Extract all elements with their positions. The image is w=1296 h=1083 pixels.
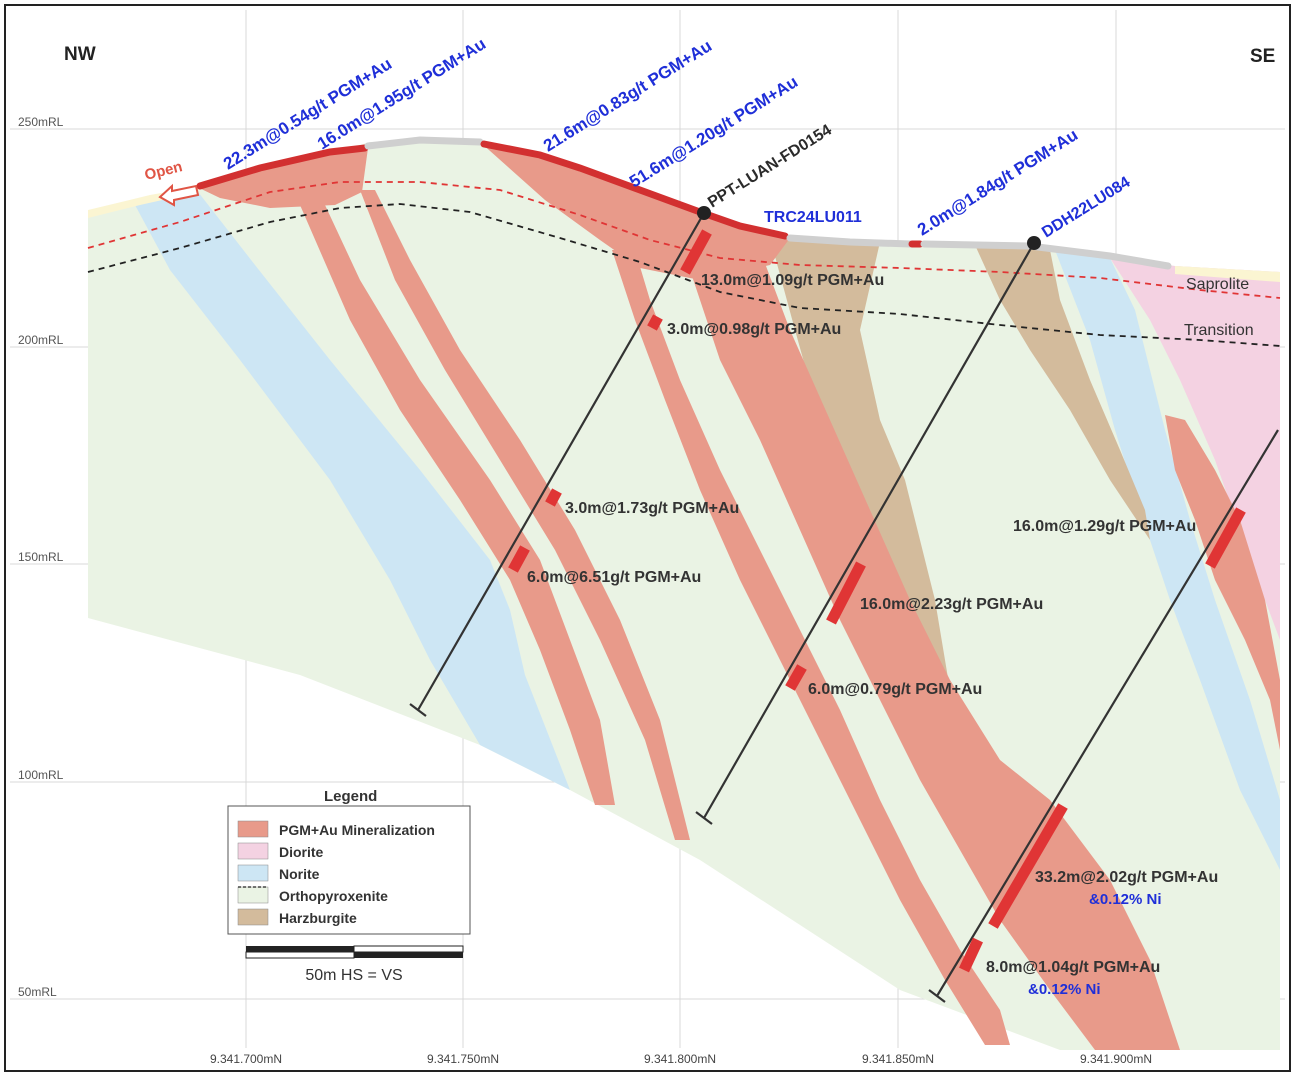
- intercept-label: 16.0m@1.29g/t PGM+Au: [1013, 518, 1196, 535]
- collar-ppt-luan-fd0154: [697, 206, 711, 220]
- intercept-label: 33.2m@2.02g/t PGM+Au: [1035, 869, 1218, 886]
- legend: Legend PGM+Au Mineralization Diorite Nor…: [227, 788, 471, 935]
- direction-se: SE: [1250, 46, 1275, 67]
- trench-grey-1: [364, 136, 484, 150]
- saprolite-label: Saprolite: [1186, 276, 1249, 293]
- intercept-label: 13.0m@1.09g/t PGM+Au: [701, 272, 884, 289]
- northing-label: 9.341.900mN: [1080, 1052, 1152, 1066]
- open-arrow: [158, 183, 200, 207]
- transition-boundary: [87, 203, 1281, 347]
- trench-red-2: [480, 140, 789, 240]
- scale-bar-label: 50m HS = VS: [305, 967, 402, 984]
- legend-swatch-norite: [237, 864, 269, 882]
- elevation-label: 100mRL: [18, 768, 64, 782]
- drillhole-traces: [409, 211, 1279, 1003]
- scale-bar: 50m HS = VS: [245, 945, 464, 984]
- legend-swatch-orthopyroxenite: [237, 886, 269, 904]
- diorite-body: [1110, 258, 1280, 640]
- intercept-label: 16.0m@2.23g/t PGM+Au: [860, 596, 1043, 613]
- legend-swatch-mineralization: [237, 820, 269, 838]
- transition-label: Transition: [1184, 322, 1254, 339]
- legend-title: Legend: [324, 788, 377, 805]
- overburden-se: [1175, 266, 1280, 282]
- norite-band-right: [1055, 250, 1280, 870]
- intercept-sublabel: &0.12% Ni: [1028, 981, 1101, 998]
- intercept-label: 6.0m@6.51g/t PGM+Au: [527, 569, 701, 586]
- intercept-label: 3.0m@1.73g/t PGM+Au: [565, 500, 739, 517]
- elevation-label: 150mRL: [18, 550, 64, 564]
- legend-item-label: PGM+Au Mineralization: [279, 822, 435, 838]
- legend-swatch-harzburgite: [237, 908, 269, 926]
- saprolite-boundary: [87, 181, 1281, 299]
- trench-red-1: [196, 144, 369, 190]
- intercept-sublabel: &0.12% Ni: [1089, 891, 1162, 908]
- intercept-label: 3.0m@0.98g/t PGM+Au: [667, 321, 841, 338]
- intercept-label: 6.0m@0.79g/t PGM+Au: [808, 681, 982, 698]
- intercept-segments: [508, 229, 1246, 973]
- trench-grey-3: [920, 240, 1172, 270]
- elevation-label: 50mRL: [18, 985, 57, 999]
- legend-item-label: Harzburgite: [279, 910, 357, 926]
- direction-nw: NW: [64, 44, 96, 65]
- collar-ddh22lu084: [1027, 236, 1041, 250]
- harzburgite-body: [770, 238, 950, 690]
- legend-item-label: Norite: [279, 866, 320, 882]
- northing-label: 9.341.700mN: [210, 1052, 282, 1066]
- elevation-label: 250mRL: [18, 115, 64, 129]
- northing-label: 9.341.850mN: [862, 1052, 934, 1066]
- elevation-label: 200mRL: [18, 333, 64, 347]
- legend-box: [227, 805, 471, 935]
- legend-item-label: Orthopyroxenite: [279, 888, 388, 904]
- harzburgite-body-2: [975, 245, 1150, 540]
- legend-item-label: Diorite: [279, 844, 324, 860]
- trench-grey-2: [786, 234, 914, 248]
- drillhole-label-trc24lu011: TRC24LU011: [764, 209, 862, 226]
- intercept-label: 8.0m@1.04g/t PGM+Au: [986, 959, 1160, 976]
- legend-swatch-diorite: [237, 842, 269, 860]
- northing-label: 9.341.750mN: [427, 1052, 499, 1066]
- northing-label: 9.341.800mN: [644, 1052, 716, 1066]
- norite-band-left: [135, 188, 570, 790]
